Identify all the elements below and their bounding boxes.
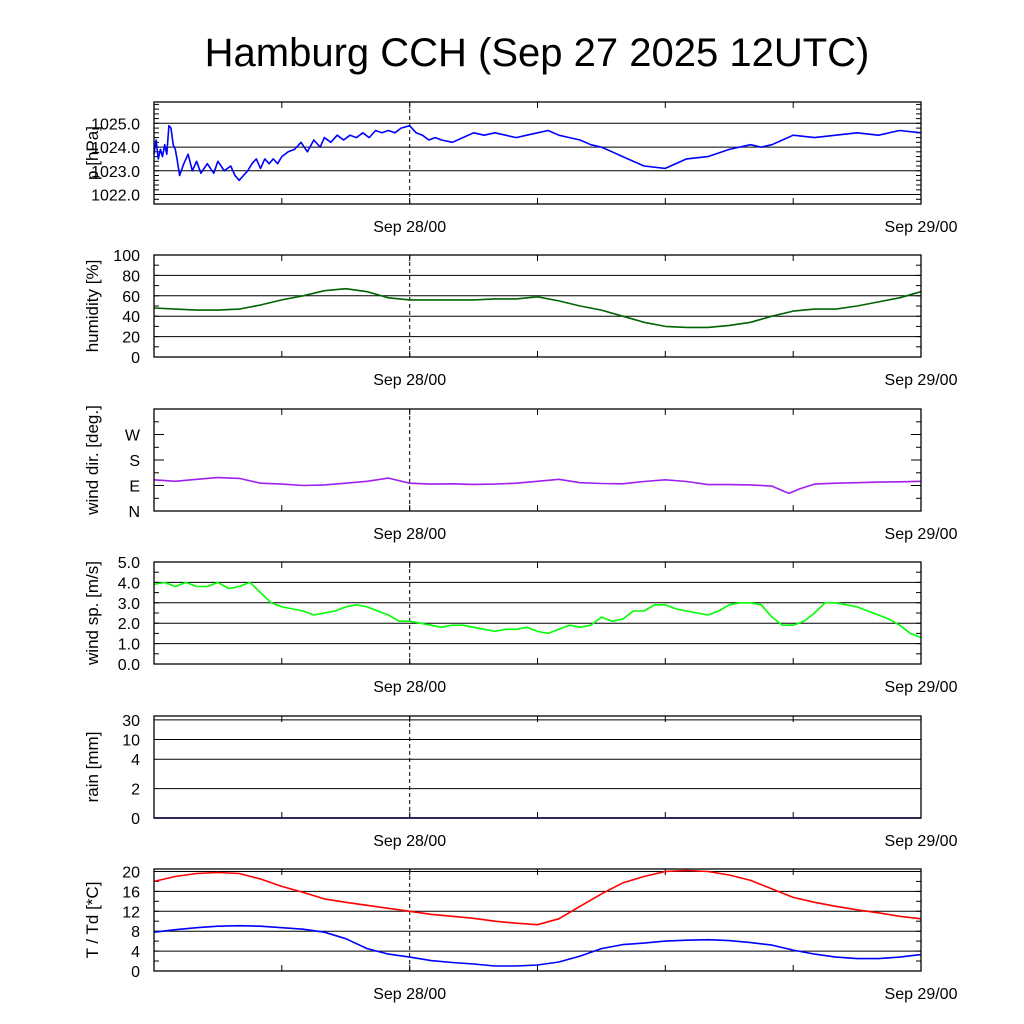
x-tick-label: Sep 28/00 xyxy=(373,833,446,850)
panel-1: 0 20 40 60 80 100 Sep 28/00 Sep 29/00 humidity [… xyxy=(83,248,958,389)
y-tick-label: 0 xyxy=(131,964,140,981)
y-tick-label: 100 xyxy=(113,248,140,265)
y-tick-label: 20 xyxy=(122,865,140,882)
y-tick-label: 1025.0 xyxy=(91,116,140,133)
y-tick-label: 80 xyxy=(122,268,140,285)
series-line-0 xyxy=(153,869,922,926)
x-tick-label: Sep 28/00 xyxy=(373,526,446,543)
plot-frame xyxy=(153,715,922,819)
y-tick-label: 1.0 xyxy=(118,637,140,654)
y-axis-label: p [hPa] xyxy=(83,126,102,180)
panel-0: 1022.0 1023.0 1024.0 1025.0 Sep 28/00 Sep 29/… xyxy=(83,101,958,236)
y-tick-label: 2 xyxy=(131,782,140,799)
x-tick-label: Sep 29/00 xyxy=(885,679,958,696)
x-tick-label: Sep 29/00 xyxy=(885,833,958,850)
y-tick-label: 5.0 xyxy=(118,555,140,572)
y-tick-label: 16 xyxy=(122,884,140,901)
plot-frame xyxy=(153,561,922,665)
y-tick-label: 4 xyxy=(131,752,140,769)
y-axis-label: wind dir. [deg.] xyxy=(83,405,102,516)
series-line-0 xyxy=(153,581,922,639)
y-tick-label: 20 xyxy=(122,330,140,347)
y-tick-label: 1023.0 xyxy=(91,164,140,181)
x-tick-label: Sep 29/00 xyxy=(885,219,958,236)
plot-frame xyxy=(153,408,922,512)
x-tick-label: Sep 29/00 xyxy=(885,986,958,1003)
y-tick-label: W xyxy=(125,428,141,445)
y-tick-label: 0 xyxy=(131,350,140,367)
series-line-0 xyxy=(153,476,922,495)
y-tick-label: 1024.0 xyxy=(91,140,140,157)
y-tick-label: 12 xyxy=(122,904,140,921)
y-tick-label: 40 xyxy=(122,309,140,326)
y-tick-label: 10 xyxy=(122,733,140,750)
plot-frame xyxy=(153,868,922,972)
plot-frame xyxy=(153,101,922,205)
y-tick-label: 0 xyxy=(131,811,140,828)
y-tick-label: N xyxy=(128,504,140,521)
panel-5: 0 4 8 12 16 20 Sep 28/00 Sep 29/00 T / Td [*C] xyxy=(83,865,958,1004)
y-tick-label: E xyxy=(129,479,140,496)
x-tick-label: Sep 28/00 xyxy=(373,679,446,696)
y-tick-label: 3.0 xyxy=(118,596,140,613)
y-tick-label: 60 xyxy=(122,289,140,306)
x-tick-label: Sep 28/00 xyxy=(373,219,446,236)
x-tick-label: Sep 28/00 xyxy=(373,372,446,389)
y-tick-label: 1022.0 xyxy=(91,188,140,205)
y-tick-label: 2.0 xyxy=(118,616,140,633)
plot-frame xyxy=(153,254,922,358)
y-axis-label: humidity [%] xyxy=(83,260,102,353)
panel-4: 0 2 4 10 30 Sep 28/00 Sep 29/00 rain [mm] xyxy=(83,713,958,850)
y-tick-label: 4 xyxy=(131,944,140,961)
y-axis-label: rain [mm] xyxy=(83,732,102,803)
y-tick-label: 0.0 xyxy=(118,657,140,674)
y-tick-label: S xyxy=(129,453,140,470)
y-tick-label: 30 xyxy=(122,713,140,730)
panel-3: 0.0 1.0 2.0 3.0 4.0 5.0 Sep 28/00 Sep 29/00 wind… xyxy=(83,555,958,696)
y-tick-label: 8 xyxy=(131,924,140,941)
series-line-0 xyxy=(153,124,922,182)
y-axis-label: T / Td [*C] xyxy=(83,882,102,959)
y-axis-label: wind sp. [m/s] xyxy=(83,561,102,666)
x-tick-label: Sep 29/00 xyxy=(885,526,958,543)
series-line-0 xyxy=(153,287,922,329)
chart-title: Hamburg CCH (Sep 27 2025 12UTC) xyxy=(205,31,870,75)
x-tick-label: Sep 28/00 xyxy=(373,986,446,1003)
series-line-1 xyxy=(153,924,922,967)
y-tick-label: 4.0 xyxy=(118,575,140,592)
x-tick-label: Sep 29/00 xyxy=(885,372,958,389)
